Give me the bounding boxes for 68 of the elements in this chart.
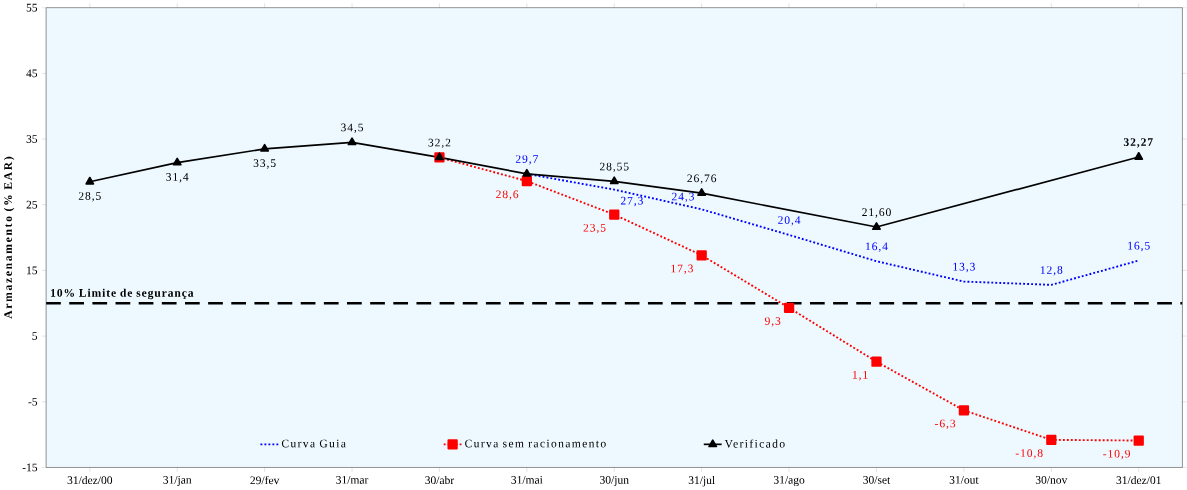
point — [522, 168, 532, 177]
x-tick-label: 30/set — [863, 475, 891, 484]
point — [521, 175, 532, 187]
point — [347, 137, 357, 146]
data-label: -6,3 — [935, 419, 956, 429]
data-label: 27,3 — [620, 196, 643, 207]
x-tick-label: 31/dez/01 — [1116, 475, 1161, 484]
y-tick-label: -5 — [28, 397, 38, 406]
data-label: 17,3 — [671, 264, 693, 274]
data-label: 28,6 — [496, 190, 519, 200]
data-label: 28,55 — [599, 162, 629, 172]
data-label: 1,1 — [852, 370, 868, 381]
data-label: -10,9 — [1103, 449, 1130, 460]
data-label: 29,7 — [515, 154, 538, 165]
point — [958, 405, 970, 416]
y-tick-label: 5 — [32, 332, 38, 340]
legend-label: Verificado — [724, 439, 785, 448]
x-tick-label: 31/mar — [336, 475, 369, 484]
x-tick-label: 31/mai — [511, 475, 543, 484]
point — [783, 302, 795, 313]
point — [697, 187, 707, 196]
data-label: -10,8 — [1015, 449, 1043, 459]
data-label: 32,27 — [1123, 138, 1153, 148]
y-tick-label: 45 — [26, 69, 38, 78]
point — [871, 356, 882, 367]
x-tick-label: 31/jan — [163, 475, 192, 486]
point — [872, 221, 881, 230]
x-tick-label: 30/nov — [1035, 475, 1068, 484]
y-axis-title: Armazenamento (% EAR) — [3, 156, 15, 319]
x-tick-label: 30/abr — [425, 475, 455, 484]
y-tick-label: 55 — [26, 3, 38, 12]
data-label: 13,3 — [953, 262, 975, 273]
point — [1134, 151, 1144, 160]
data-label: 21,60 — [862, 208, 891, 218]
y-tick-label: 35 — [26, 135, 38, 143]
data-label: 20,4 — [778, 216, 801, 226]
point — [1046, 434, 1057, 445]
y-tick-label: 15 — [27, 266, 38, 275]
point — [260, 143, 270, 152]
x-tick-label: 29/fev — [250, 475, 280, 485]
data-label: 12,8 — [1040, 265, 1063, 276]
x-tick-label: 31/out — [949, 475, 979, 484]
ref-line-label: 10% Limite de segurança — [51, 288, 194, 300]
data-label: 31,4 — [166, 172, 189, 183]
data-label: 16,5 — [1128, 241, 1150, 252]
data-label: 23,5 — [583, 223, 606, 234]
data-label: 24,3 — [672, 192, 695, 202]
data-label: 32,2 — [428, 138, 451, 148]
point — [1133, 435, 1144, 446]
data-label: 26,76 — [687, 174, 717, 184]
point — [172, 157, 182, 166]
data-label: 34,5 — [341, 123, 364, 133]
y-tick-label: 25 — [26, 200, 38, 209]
point — [85, 176, 95, 185]
x-tick-label: 30/jun — [600, 475, 629, 486]
data-label: 28,5 — [78, 191, 101, 202]
point — [609, 176, 619, 185]
legend-label: Curva Guia — [281, 439, 346, 448]
x-tick-label: 31/ago — [773, 475, 805, 486]
x-tick-label: 31/jul — [688, 475, 715, 487]
y-tick-label: -15 — [22, 463, 38, 472]
data-label: 16,4 — [866, 242, 888, 252]
data-label: 9,3 — [764, 317, 781, 327]
point — [609, 209, 620, 220]
data-label: 33,5 — [253, 159, 276, 169]
x-tick-label: 31/dez/00 — [67, 475, 113, 484]
legend-label: Curva sem racionamento — [465, 439, 606, 448]
point — [696, 250, 707, 261]
